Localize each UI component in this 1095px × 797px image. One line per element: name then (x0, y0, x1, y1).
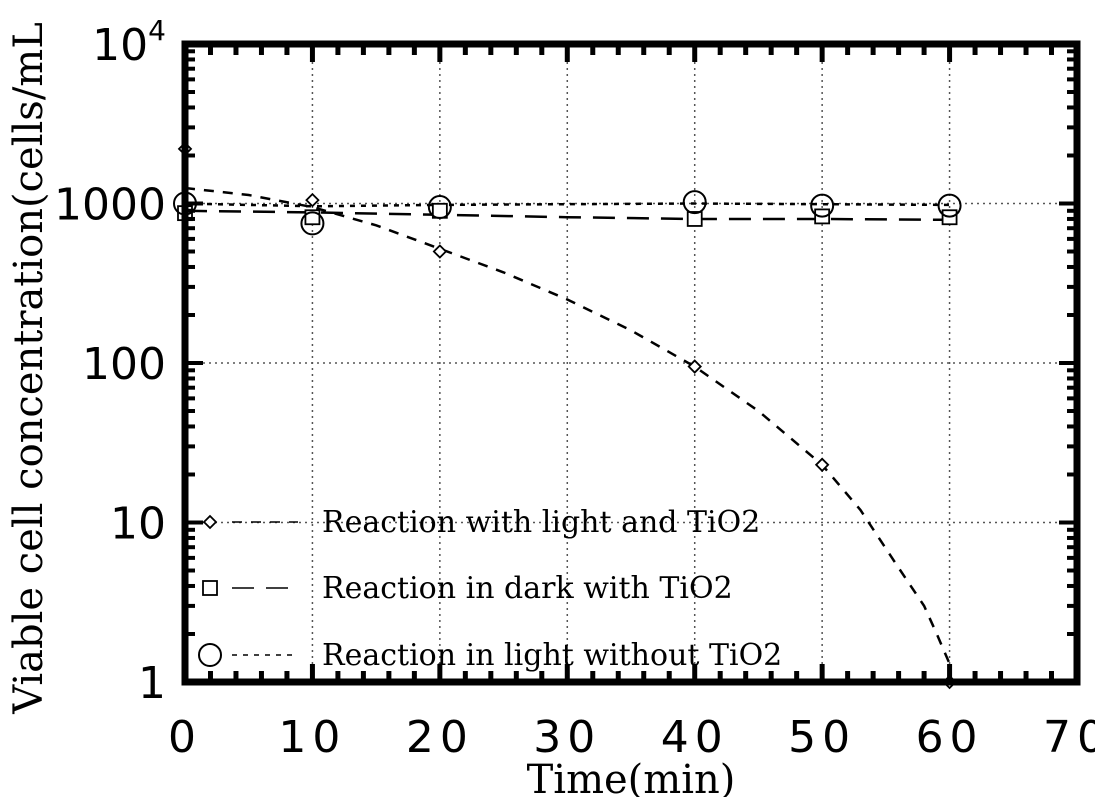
legend-marker-diamond (202, 514, 218, 530)
y-tick-exponent: 4 (148, 14, 166, 47)
legend-item: Reaction in light without TiO2 (198, 638, 782, 673)
y-tick-label: 10 (110, 499, 166, 550)
data-point-circle (300, 211, 325, 236)
data-point-diamond (814, 457, 830, 473)
legend: Reaction with light and TiO2 Reaction in … (198, 505, 782, 673)
data-point-circle (427, 195, 452, 220)
x-tick-label: 40 (661, 712, 729, 763)
data-point-square (431, 202, 448, 219)
y-tick-labels: 1 10 100 1000 104 (54, 14, 166, 709)
y-tick-label: 1000 (54, 180, 166, 231)
legend-item: Reaction with light and TiO2 (202, 505, 760, 540)
x-tick-labels: 0 10 20 30 40 50 60 70 (168, 712, 1095, 763)
axis-ticks (182, 44, 1080, 684)
legend-marker-circle (198, 643, 222, 667)
x-tick-label: 0 (168, 712, 202, 763)
x-tick-label: 30 (533, 712, 601, 763)
x-tick-label: 10 (278, 712, 346, 763)
x-tick-label: 20 (406, 712, 474, 763)
x-tick-label: 50 (788, 712, 856, 763)
x-tick-label: 70 (1043, 712, 1095, 763)
data-point-circle (937, 193, 962, 218)
data-point-diamond (432, 244, 448, 259)
x-tick-label: 60 (916, 712, 984, 763)
data-point-circle (682, 190, 707, 215)
y-tick-label: 104 (92, 14, 166, 71)
y-tick-label: 100 (82, 339, 166, 390)
data-point-square (686, 211, 703, 227)
data-point-diamond (687, 359, 702, 374)
series-line-2 (184, 209, 950, 222)
legend-item: Reaction in dark with TiO2 (202, 571, 733, 606)
series-curves (184, 186, 951, 665)
data-point-circle (810, 193, 835, 218)
y-tick-label: 1 (138, 658, 166, 709)
x-axis-title: Time(min) (527, 757, 736, 797)
legend-label: Reaction with light and TiO2 (322, 505, 760, 540)
series-line-1 (184, 186, 951, 665)
y-axis-title: Viable cell concentration(cells/mL (6, 22, 52, 715)
legend-label: Reaction in dark with TiO2 (322, 571, 733, 606)
data-point-diamond (305, 192, 320, 208)
legend-marker-square (202, 580, 218, 596)
legend-label: Reaction in light without TiO2 (322, 638, 782, 673)
